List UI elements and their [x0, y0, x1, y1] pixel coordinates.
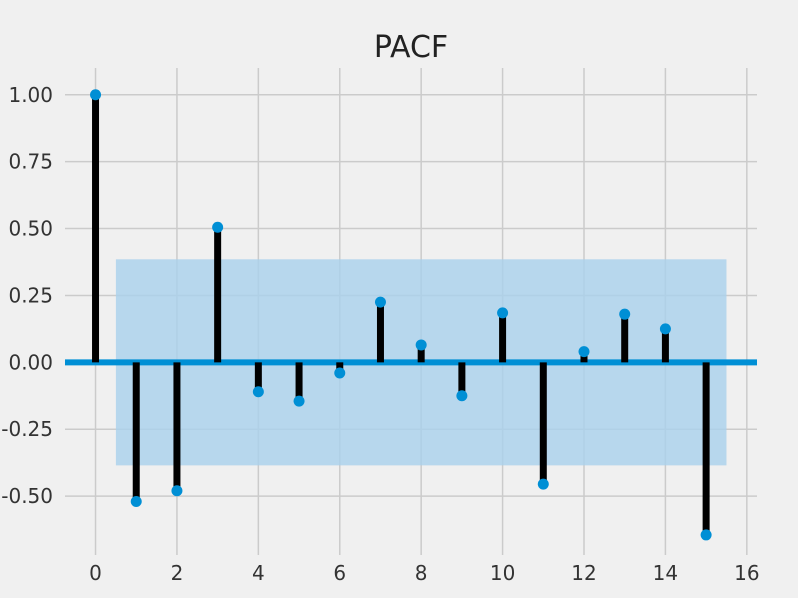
- x-tick-label: 16: [734, 561, 759, 585]
- x-tick-label: 2: [171, 561, 184, 585]
- marker-lag-2: [171, 485, 183, 497]
- x-tick-label: 4: [252, 561, 265, 585]
- marker-lag-15: [700, 529, 712, 541]
- x-tick-label: 12: [571, 561, 596, 585]
- x-tick-label: 6: [333, 561, 346, 585]
- y-tick-label: 0.00: [8, 350, 53, 374]
- marker-lag-6: [334, 367, 346, 379]
- x-tick-label: 0: [89, 561, 102, 585]
- y-tick-label: -0.50: [1, 484, 53, 508]
- marker-lag-9: [456, 390, 468, 402]
- y-tick-label: 0.75: [8, 150, 53, 174]
- y-tick-label: 0.50: [8, 217, 53, 241]
- marker-lag-11: [537, 478, 549, 490]
- marker-lag-13: [619, 308, 631, 320]
- y-tick-label: 1.00: [8, 83, 53, 107]
- marker-lag-14: [659, 323, 671, 335]
- x-tick-labels: 0 2 4 6 8 10 12 14 16: [89, 561, 759, 585]
- x-tick-label: 14: [653, 561, 678, 585]
- marker-lag-0: [90, 89, 102, 101]
- y-tick-label: 0.25: [8, 283, 53, 307]
- marker-lag-7: [374, 296, 386, 308]
- y-tick-label: -0.25: [1, 417, 53, 441]
- marker-lag-12: [578, 346, 590, 358]
- x-tick-label: 10: [490, 561, 515, 585]
- marker-lag-10: [497, 307, 509, 319]
- marker-lag-5: [293, 395, 305, 407]
- marker-lag-8: [415, 339, 427, 351]
- marker-lag-3: [212, 221, 224, 233]
- marker-lag-4: [252, 386, 264, 398]
- markers-layer: [90, 89, 712, 541]
- chart-title: PACF: [374, 30, 448, 65]
- x-tick-label: 8: [415, 561, 428, 585]
- marker-lag-1: [130, 495, 142, 507]
- y-tick-labels: -0.50 -0.25 0.00 0.25 0.50 0.75 1.00: [1, 83, 53, 508]
